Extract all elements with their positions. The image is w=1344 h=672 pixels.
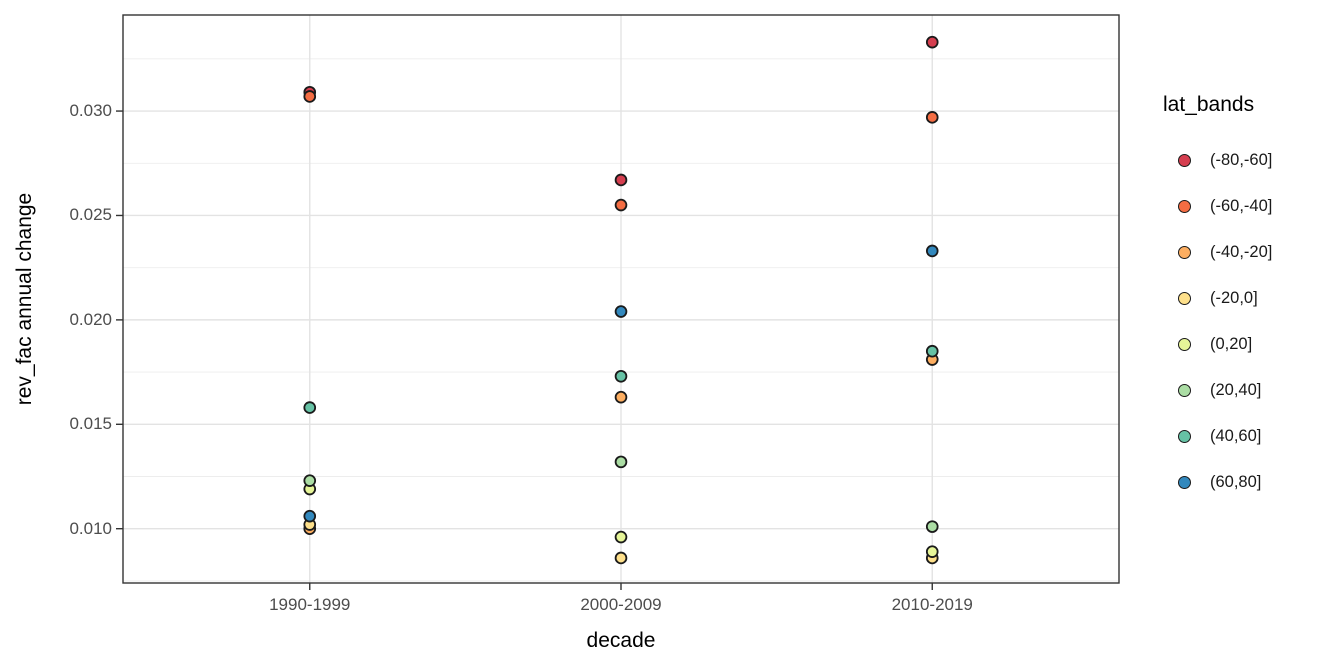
data-point [925,244,939,258]
y-tick-label: 0.030 [69,101,112,121]
legend-entry-label: (-20,0] [1210,288,1258,307]
data-point [925,520,939,533]
legend-entry: (-40,-20] [1178,239,1272,267]
data-point [925,35,939,49]
legend-entry-label: (20,40] [1210,380,1262,399]
data-point [925,344,939,358]
data-point [303,401,317,414]
y-tick-label: 0.020 [69,309,112,329]
y-tick-label: 0.015 [69,414,112,434]
legend-key-dot-icon [1178,383,1191,397]
legend-entry: (-20,0] [1178,284,1258,312]
data-point [303,474,317,487]
y-axis-title: rev_fac annual change [13,192,36,406]
legend: lat_bands (-80,-60] (-60,-40] (-40,-20] (-2… [1150,90,1344,520]
data-point [614,198,628,212]
y-tick-label: 0.025 [69,205,112,225]
data-point [614,530,628,544]
data-point [614,305,628,318]
data-point [614,455,628,469]
data-point [925,111,939,124]
x-tick-label: 2000-2009 [580,595,662,614]
legend-key-dot-icon [1178,154,1191,168]
legend-key-dot-icon [1178,291,1191,305]
legend-entry: (0,20] [1178,330,1252,358]
legend-entry: (-80,-60] [1178,147,1272,175]
panel-border [122,14,1120,584]
legend-entry: (-60,-40] [1178,193,1272,221]
x-tick-label: 1990-1999 [269,595,351,614]
legend-key-dot-icon [1178,337,1191,351]
legend-key-dot-icon [1178,246,1191,259]
data-point [614,551,628,565]
x-axis-title: decade [586,629,656,652]
data-point [303,90,317,103]
data-point [303,509,317,523]
data-point [614,173,628,187]
legend-entry-label: (40,60] [1210,426,1262,445]
legend-key-dot-icon [1178,475,1191,489]
data-point [925,545,939,558]
legend-entry-label: (-60,-40] [1210,197,1273,216]
legend-title: lat_bands [1163,93,1255,116]
data-point [614,369,628,383]
x-tick-label: 2010-2019 [891,595,973,614]
legend-key-dot-icon [1178,200,1191,214]
legend-entry: (20,40] [1178,376,1261,404]
legend-entry-label: (-80,-60] [1210,151,1273,170]
legend-key-dot-icon [1178,429,1191,443]
legend-entry: (40,60] [1178,422,1261,450]
y-tick-label: 0.010 [69,518,112,538]
data-point [614,390,628,404]
legend-entry-label: (-40,-20] [1210,243,1273,261]
legend-entry: (60,80] [1178,468,1261,496]
legend-entry-label: (0,20] [1210,334,1253,353]
legend-entry-label: (60,80] [1210,472,1262,491]
